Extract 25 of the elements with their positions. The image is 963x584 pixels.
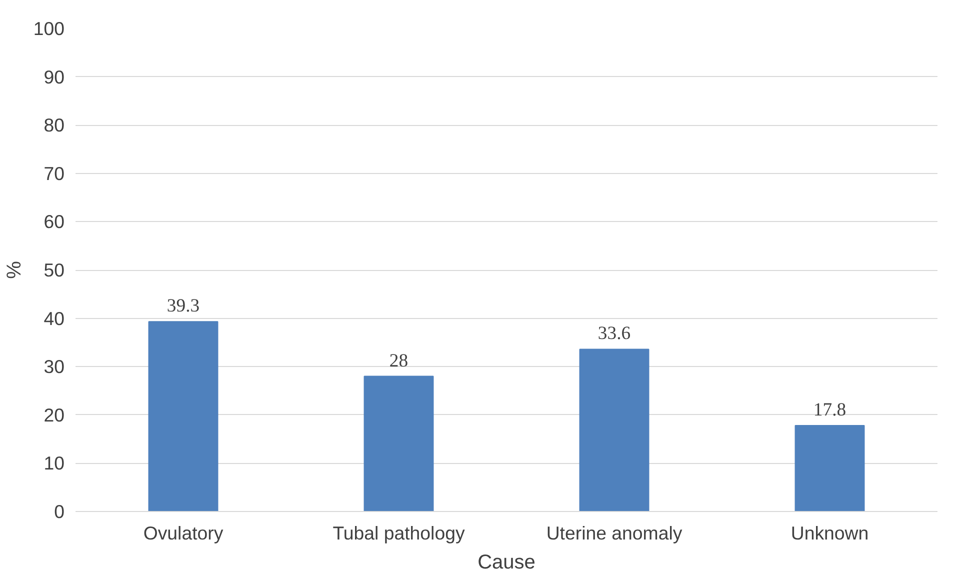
x-tick-label: Tubal pathology bbox=[332, 522, 466, 544]
bar bbox=[364, 376, 434, 512]
x-tick-label: Uterine anomaly bbox=[546, 522, 683, 544]
y-tick-label: 40 bbox=[44, 308, 65, 329]
y-tick-label: 0 bbox=[54, 501, 65, 522]
y-tick-label: 20 bbox=[44, 404, 65, 426]
x-tick-label: Ovulatory bbox=[143, 522, 224, 544]
y-tick-label: 60 bbox=[44, 211, 65, 232]
y-tick-label: 70 bbox=[44, 162, 65, 184]
bar bbox=[579, 348, 650, 512]
y-tick-label: 30 bbox=[44, 356, 65, 378]
bar bbox=[148, 321, 218, 512]
data-label: 33.6 bbox=[598, 323, 631, 344]
bar bbox=[794, 425, 865, 512]
data-label: 28 bbox=[389, 350, 408, 372]
y-tick-label: 50 bbox=[44, 260, 65, 280]
data-label: 17.8 bbox=[813, 400, 846, 421]
y-tick-label: 80 bbox=[44, 114, 65, 136]
data-label: 39.3 bbox=[166, 296, 200, 317]
y-tick-label: 10 bbox=[44, 452, 65, 474]
x-axis-title: Cause bbox=[478, 552, 536, 574]
x-tick-label: Unknown bbox=[790, 522, 869, 544]
y-axis-title: % bbox=[3, 260, 26, 279]
y-tick-label: 100 bbox=[33, 18, 65, 39]
y-tick-label: 90 bbox=[44, 66, 65, 88]
